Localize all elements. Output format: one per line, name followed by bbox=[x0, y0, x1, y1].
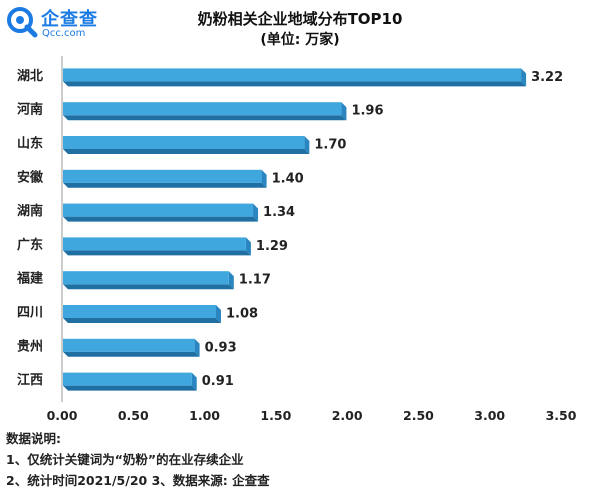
category-label: 山东 bbox=[17, 136, 43, 152]
bar-end bbox=[304, 136, 310, 154]
bar-end bbox=[191, 372, 197, 391]
bar bbox=[63, 102, 342, 116]
bar-end bbox=[253, 203, 259, 222]
category-label: 湖南 bbox=[17, 203, 43, 219]
bar-end bbox=[245, 237, 251, 256]
brand-logo: 企查查 Qcc.com bbox=[6, 4, 116, 44]
category-label: 四川 bbox=[17, 306, 43, 321]
value-label: 1.96 bbox=[351, 104, 383, 119]
notes-line-1: 1、仅统计关键词为“奶粉”的在业存续企业 bbox=[6, 452, 244, 467]
value-label: 1.40 bbox=[272, 171, 304, 186]
bar-end bbox=[521, 68, 527, 87]
bar-depth bbox=[63, 351, 200, 357]
bar bbox=[63, 271, 229, 285]
bar-depth bbox=[63, 284, 234, 290]
bar-depth bbox=[63, 81, 527, 87]
value-label: 0.93 bbox=[205, 340, 237, 355]
bar-end bbox=[194, 338, 200, 357]
notes-line-2: 2、统计时间2021/5/20 3、数据来源: 企查查 bbox=[6, 473, 270, 488]
category-label: 福建 bbox=[16, 271, 43, 287]
value-label: 1.34 bbox=[263, 205, 295, 220]
bar-depth bbox=[63, 115, 347, 121]
bar bbox=[63, 136, 305, 149]
bar-depth bbox=[63, 385, 197, 391]
value-label: 3.22 bbox=[531, 70, 563, 85]
bar bbox=[63, 68, 522, 82]
value-label: 1.17 bbox=[239, 273, 271, 288]
bar-chart: 湖北 3.22 河南 1.96 山东 1.70 安徽 1.40 湖南 1.34 广东 1.29 福建 1.… bbox=[16, 56, 577, 423]
chart-subtitle: (单位: 万家) bbox=[260, 32, 340, 48]
qcc-logo-icon bbox=[7, 7, 38, 38]
value-label: 1.29 bbox=[256, 239, 288, 254]
notes-heading: 数据说明: bbox=[6, 431, 61, 446]
data-notes: 数据说明: 1、仅统计关键词为“奶粉”的在业存续企业 2、统计时间2021/5/… bbox=[6, 428, 270, 491]
category-label: 贵州 bbox=[17, 338, 43, 354]
category-label: 湖北 bbox=[17, 69, 43, 84]
chart-title: 奶粉相关企业地域分布TOP10 bbox=[197, 10, 403, 28]
bar bbox=[63, 169, 262, 183]
bar bbox=[63, 237, 246, 251]
bar bbox=[63, 305, 216, 318]
bar-depth bbox=[63, 216, 259, 222]
bar-depth bbox=[63, 149, 310, 154]
x-tick-label: 3.50 bbox=[546, 408, 577, 423]
value-label: 1.70 bbox=[314, 138, 346, 153]
brand-domain: Qcc.com bbox=[42, 28, 86, 39]
category-label: 广东 bbox=[17, 237, 43, 253]
bar bbox=[63, 338, 195, 352]
bar bbox=[63, 372, 192, 386]
x-tick-label: 0.50 bbox=[118, 408, 149, 423]
x-tick-label: 1.50 bbox=[260, 408, 291, 423]
bar-depth bbox=[63, 318, 221, 323]
value-label: 1.08 bbox=[226, 307, 258, 322]
bar-end bbox=[215, 305, 221, 323]
bar bbox=[63, 203, 254, 217]
x-tick-label: 1.00 bbox=[189, 408, 220, 423]
bar-end bbox=[261, 169, 267, 188]
x-tick-label: 3.00 bbox=[474, 408, 505, 423]
category-label: 河南 bbox=[17, 102, 43, 118]
category-label: 江西 bbox=[17, 372, 43, 388]
bar-end bbox=[228, 271, 234, 290]
x-tick-label: 2.00 bbox=[332, 408, 363, 423]
bar-end bbox=[341, 102, 347, 121]
category-label: 安徽 bbox=[17, 169, 44, 185]
x-tick-label: 2.50 bbox=[403, 408, 434, 423]
bar-depth bbox=[63, 182, 267, 188]
bar-depth bbox=[63, 250, 251, 256]
value-label: 0.91 bbox=[202, 374, 234, 389]
brand-name: 企查查 bbox=[41, 9, 98, 30]
x-tick-label: 0.00 bbox=[47, 408, 78, 423]
